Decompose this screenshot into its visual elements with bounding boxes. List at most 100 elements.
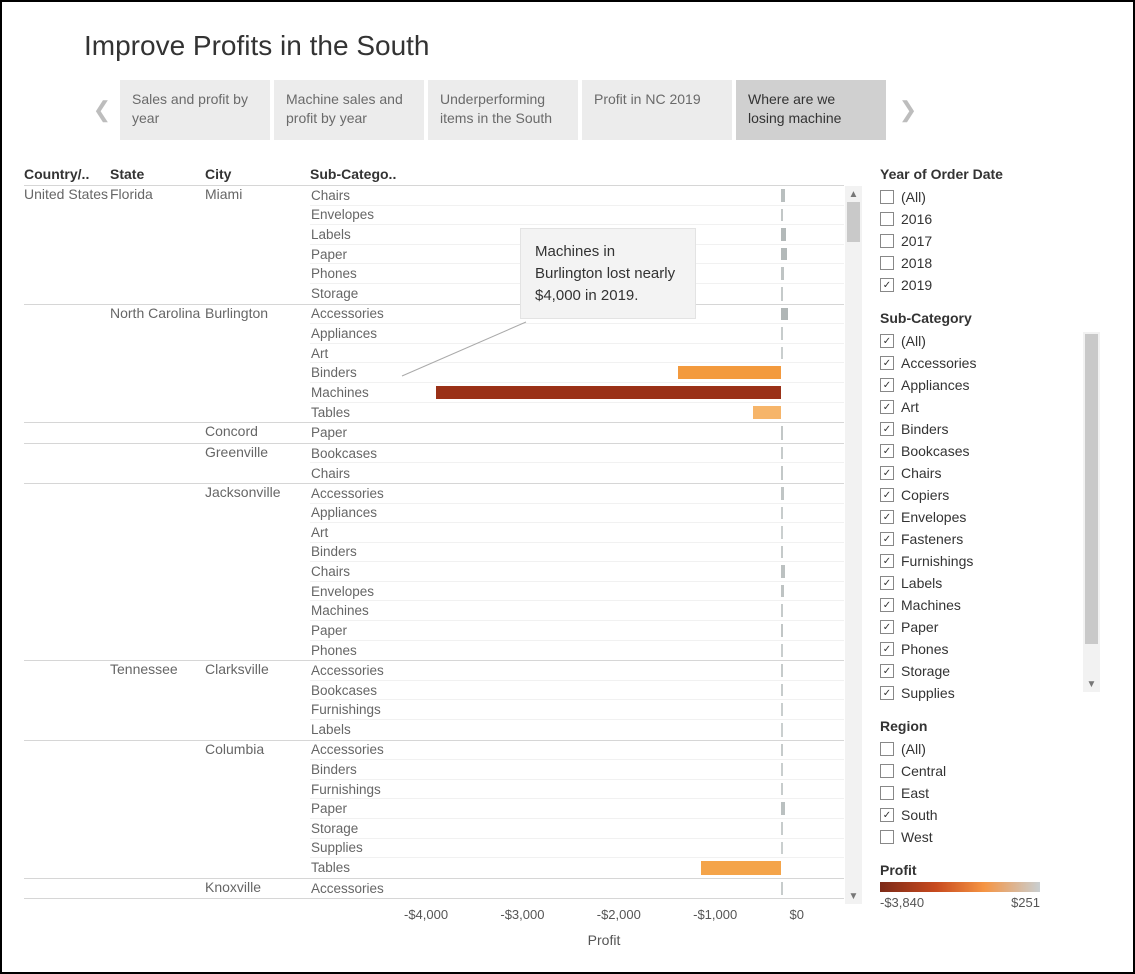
- profit-bar[interactable]: [678, 366, 781, 379]
- profit-bar[interactable]: [781, 248, 786, 261]
- table-row[interactable]: Furnishings: [310, 700, 844, 720]
- checkbox-icon[interactable]: ✓: [880, 598, 894, 612]
- profit-bar[interactable]: [781, 487, 783, 500]
- profit-bar[interactable]: [781, 189, 784, 202]
- table-row[interactable]: Accessories: [310, 484, 844, 504]
- checkbox-icon[interactable]: ✓: [880, 444, 894, 458]
- region-option[interactable]: (All): [880, 738, 1080, 760]
- profit-bar[interactable]: [753, 406, 782, 420]
- subcat-option[interactable]: ✓Furnishings: [880, 550, 1080, 572]
- checkbox-icon[interactable]: [880, 190, 894, 204]
- subcat-option[interactable]: ✓Appliances: [880, 374, 1080, 396]
- checkbox-icon[interactable]: ✓: [880, 356, 894, 370]
- checkbox-icon[interactable]: [880, 234, 894, 248]
- checkbox-icon[interactable]: [880, 786, 894, 800]
- checkbox-icon[interactable]: ✓: [880, 422, 894, 436]
- profit-bar[interactable]: [781, 466, 783, 480]
- table-row[interactable]: Chairs: [310, 186, 844, 206]
- table-row[interactable]: Binders: [310, 543, 844, 563]
- profit-bar[interactable]: [781, 763, 783, 776]
- tabs-prev-icon[interactable]: ❮: [84, 80, 120, 140]
- checkbox-icon[interactable]: ✓: [880, 278, 894, 292]
- table-row[interactable]: Binders: [310, 760, 844, 780]
- profit-bar[interactable]: [781, 585, 784, 598]
- table-row[interactable]: Bookcases: [310, 681, 844, 701]
- profit-bar[interactable]: [781, 546, 783, 559]
- story-tab[interactable]: Underperforming items in the South: [428, 80, 578, 140]
- year-option[interactable]: 2016: [880, 208, 1080, 230]
- subcat-scroll-thumb[interactable]: [1085, 334, 1098, 644]
- subcat-option[interactable]: ✓Envelopes: [880, 506, 1080, 528]
- table-row[interactable]: Paper: [310, 799, 844, 819]
- profit-bar[interactable]: [781, 507, 783, 520]
- checkbox-icon[interactable]: ✓: [880, 554, 894, 568]
- table-row[interactable]: Tables: [310, 403, 844, 423]
- subcat-scroll-down-icon[interactable]: ▼: [1083, 676, 1100, 692]
- year-option[interactable]: ✓2019: [880, 274, 1080, 296]
- checkbox-icon[interactable]: [880, 764, 894, 778]
- profit-bar[interactable]: [436, 386, 781, 399]
- profit-bar[interactable]: [701, 861, 782, 875]
- scroll-up-icon[interactable]: ▲: [845, 186, 862, 202]
- checkbox-icon[interactable]: ✓: [880, 808, 894, 822]
- table-row[interactable]: Storage: [310, 819, 844, 839]
- table-row[interactable]: Accessories: [310, 741, 844, 761]
- table-row[interactable]: Machines: [310, 383, 844, 403]
- subcat-option[interactable]: ✓Phones: [880, 638, 1080, 660]
- profit-bar[interactable]: [781, 684, 783, 697]
- table-row[interactable]: Paper: [310, 621, 844, 641]
- scroll-thumb[interactable]: [847, 202, 860, 242]
- table-row[interactable]: Supplies: [310, 839, 844, 859]
- table-row[interactable]: Phones: [310, 641, 844, 661]
- subcat-option[interactable]: ✓Copiers: [880, 484, 1080, 506]
- subcat-option[interactable]: ✓Labels: [880, 572, 1080, 594]
- checkbox-icon[interactable]: [880, 256, 894, 270]
- profit-bar[interactable]: [781, 267, 784, 280]
- subcat-option[interactable]: ✓Paper: [880, 616, 1080, 638]
- profit-bar[interactable]: [781, 802, 785, 815]
- profit-bar[interactable]: [781, 744, 783, 757]
- profit-bar[interactable]: [781, 308, 787, 321]
- checkbox-icon[interactable]: ✓: [880, 466, 894, 480]
- checkbox-icon[interactable]: ✓: [880, 334, 894, 348]
- subcat-option[interactable]: ✓Accessories: [880, 352, 1080, 374]
- profit-bar[interactable]: [781, 526, 783, 539]
- checkbox-icon[interactable]: ✓: [880, 664, 894, 678]
- story-tab[interactable]: Where are we losing machine: [736, 80, 886, 140]
- viz-scrollbar[interactable]: ▲ ▼: [845, 186, 862, 904]
- profit-bar[interactable]: [781, 703, 783, 716]
- profit-bar[interactable]: [781, 783, 783, 796]
- table-row[interactable]: Accessories: [310, 879, 844, 899]
- subcat-option[interactable]: ✓Supplies: [880, 682, 1080, 704]
- profit-bar[interactable]: [781, 664, 783, 677]
- checkbox-icon[interactable]: ✓: [880, 510, 894, 524]
- profit-bar[interactable]: [781, 723, 783, 737]
- profit-bar[interactable]: [781, 644, 783, 658]
- profit-bar[interactable]: [781, 822, 783, 835]
- subcat-option[interactable]: ✓Bookcases: [880, 440, 1080, 462]
- story-tab[interactable]: Machine sales and profit by year: [274, 80, 424, 140]
- table-row[interactable]: Furnishings: [310, 780, 844, 800]
- subcat-option[interactable]: ✓Fasteners: [880, 528, 1080, 550]
- checkbox-icon[interactable]: ✓: [880, 642, 894, 656]
- subcat-scrollbar[interactable]: ▼: [1083, 332, 1100, 692]
- story-tab[interactable]: Sales and profit by year: [120, 80, 270, 140]
- table-row[interactable]: Bookcases: [310, 444, 844, 464]
- table-row[interactable]: Appliances: [310, 324, 844, 344]
- table-row[interactable]: Envelopes: [310, 206, 844, 226]
- checkbox-icon[interactable]: [880, 830, 894, 844]
- checkbox-icon[interactable]: ✓: [880, 620, 894, 634]
- checkbox-icon[interactable]: [880, 212, 894, 226]
- profit-bar[interactable]: [781, 604, 783, 617]
- profit-bar[interactable]: [781, 426, 783, 440]
- region-option[interactable]: ✓South: [880, 804, 1080, 826]
- story-tab[interactable]: Profit in NC 2019: [582, 80, 732, 140]
- checkbox-icon[interactable]: ✓: [880, 576, 894, 590]
- profit-bar[interactable]: [781, 842, 783, 855]
- subcat-option[interactable]: ✓Art: [880, 396, 1080, 418]
- scroll-down-icon[interactable]: ▼: [845, 888, 862, 904]
- year-option[interactable]: (All): [880, 186, 1080, 208]
- checkbox-icon[interactable]: ✓: [880, 686, 894, 700]
- region-option[interactable]: Central: [880, 760, 1080, 782]
- checkbox-icon[interactable]: [880, 742, 894, 756]
